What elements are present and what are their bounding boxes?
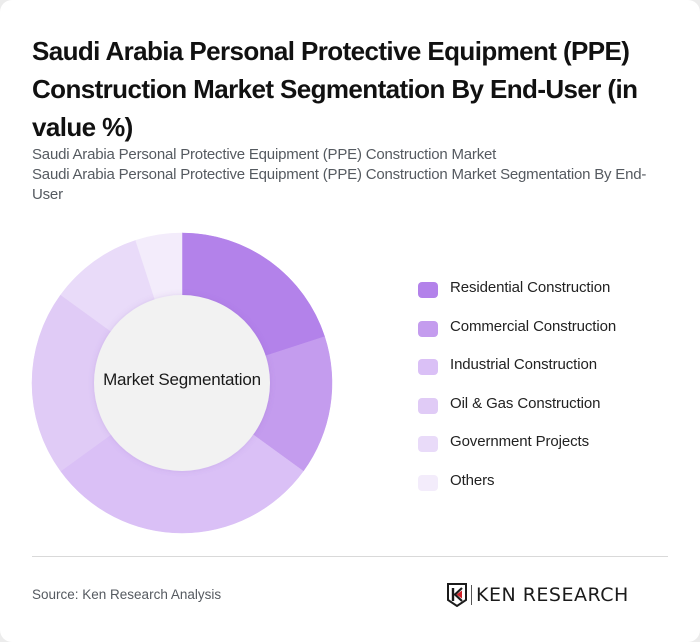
legend-item-oil-gas[interactable]: Oil & Gas Construction	[418, 393, 678, 432]
subtitle-line-2: Saudi Arabia Personal Protective Equipme…	[32, 166, 647, 203]
donut-center-label: Market Segmentation	[103, 370, 261, 389]
legend-item-industrial[interactable]: Industrial Construction	[418, 354, 678, 393]
chart-legend: Residential Construction Commercial Cons…	[418, 277, 678, 508]
legend-swatch	[418, 320, 438, 337]
source-note: Source: Ken Research Analysis	[32, 587, 222, 602]
legend-item-commercial[interactable]: Commercial Construction	[418, 316, 678, 355]
legend-label: Government Projects	[450, 433, 589, 450]
legend-swatch	[418, 359, 438, 375]
ken-research-shield-icon	[447, 583, 467, 607]
legend-swatch	[418, 282, 438, 298]
donut-chart	[31, 232, 333, 534]
chart-title: Saudi Arabia Personal Protective Equipme…	[32, 36, 638, 142]
legend-swatch	[418, 474, 438, 491]
legend-label: Oil & Gas Construction	[450, 394, 601, 412]
legend-label: Commercial Construction	[450, 317, 617, 335]
subtitle-line-1: Saudi Arabia Personal Protective Equipme…	[32, 146, 497, 163]
legend-label: Residential Construction	[450, 279, 611, 296]
logo-text: KEN RESEARCH	[476, 584, 629, 606]
chart-subtitle: Saudi Arabia Personal Protective Equipme…	[32, 145, 672, 205]
legend-swatch	[418, 436, 438, 452]
legend-label: Others	[450, 471, 495, 489]
legend-item-others[interactable]: Others	[418, 470, 678, 509]
donut-hole	[94, 295, 270, 471]
legend-item-residential[interactable]: Residential Construction	[418, 277, 678, 316]
footer-divider	[32, 556, 668, 557]
legend-swatch	[418, 397, 438, 414]
ken-research-logo[interactable]: KEN RESEARCH	[447, 582, 629, 608]
legend-item-government[interactable]: Government Projects	[418, 431, 678, 470]
legend-label: Industrial Construction	[450, 356, 597, 373]
logo-separator	[471, 585, 472, 605]
